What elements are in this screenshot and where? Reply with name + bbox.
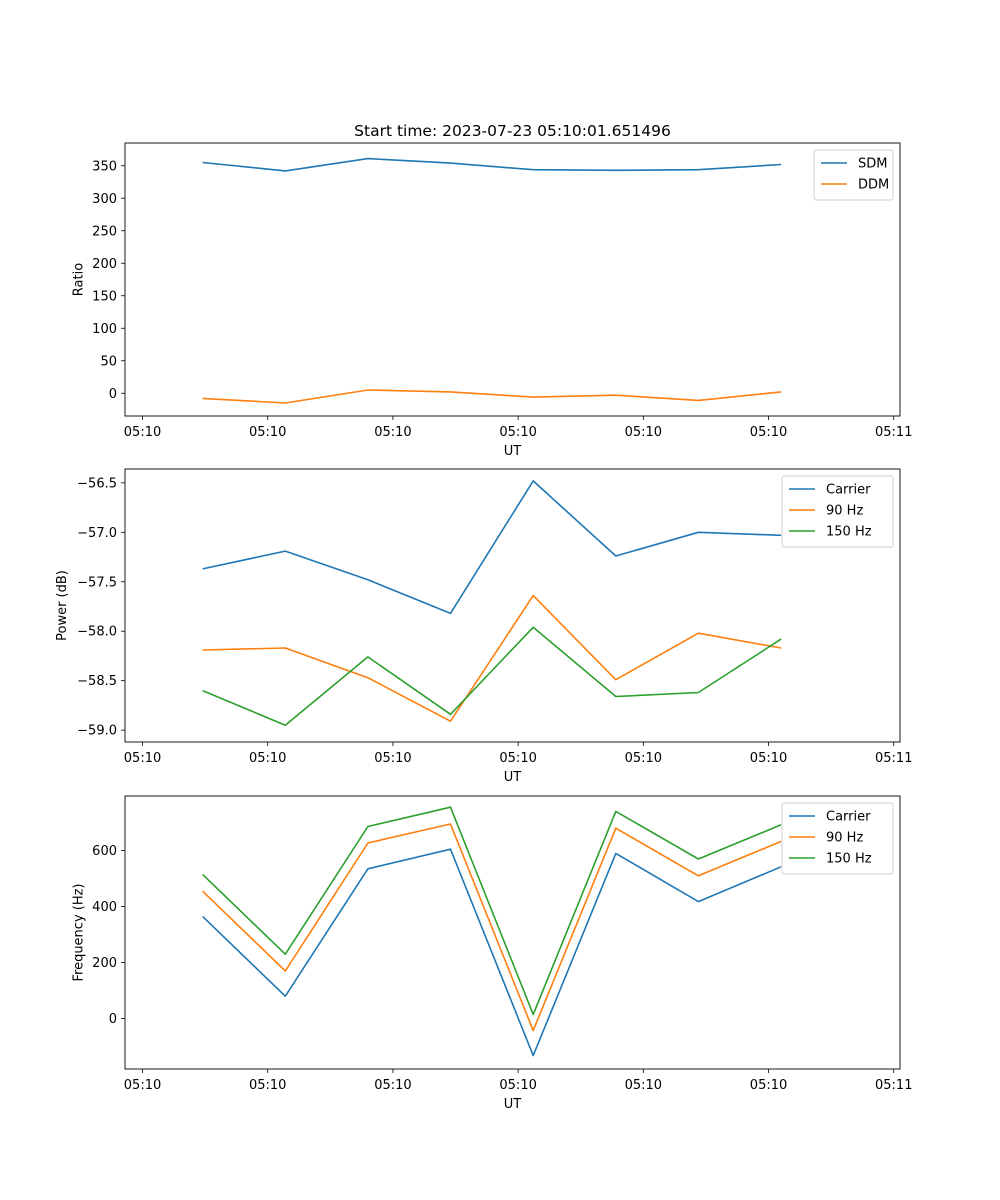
ratio-y-tick-label: 0	[109, 387, 117, 402]
ratio-y-tick-label: 200	[92, 257, 117, 272]
ratio-x-tick-label: 05:10	[374, 425, 411, 440]
power-series-90-hz-line	[202, 594, 782, 723]
power-x-axis-label: UT	[504, 770, 522, 785]
ratio-y-tick-label: 150	[92, 289, 117, 304]
frequency-x-tick-label: 05:10	[750, 1078, 787, 1093]
frequency-series-carrier-line	[202, 848, 782, 1057]
power-x-tick-label: 05:10	[499, 751, 536, 766]
power-series-carrier-line	[202, 480, 782, 615]
ratio-x-tick-label: 05:10	[750, 425, 787, 440]
frequency-y-tick-label: 400	[92, 900, 117, 915]
frequency-legend-label: 150 Hz	[826, 852, 872, 867]
frequency-y-tick-label: 200	[92, 956, 117, 971]
frequency-plot-area	[124, 795, 901, 1070]
ratio-x-tick-label: 05:10	[249, 425, 286, 440]
frequency-y-tick-label: 600	[92, 844, 117, 859]
ratio-x-axis-label: UT	[504, 444, 522, 459]
ratio-legend-label: DDM	[858, 178, 889, 193]
frequency-series-90-hz-line	[202, 823, 782, 1032]
frequency-legend-label: Carrier	[826, 810, 871, 825]
power-x-tick-label: 05:10	[124, 751, 161, 766]
frequency-y-axis-label: Frequency (Hz)	[71, 883, 86, 981]
ratio-plot-area	[124, 142, 901, 417]
power-y-tick-label: −56.5	[77, 476, 117, 491]
power-legend-label: Carrier	[826, 483, 871, 498]
ratio-legend: SDM DDM	[813, 149, 894, 201]
power-x-tick-label: 05:11	[875, 751, 912, 766]
ratio-y-tick-label: 350	[92, 159, 117, 174]
ratio-series-ddm-line	[202, 389, 782, 404]
power-x-tick-label: 05:10	[625, 751, 662, 766]
frequency-legend-box	[781, 802, 894, 875]
power-y-tick-label: −58.5	[77, 674, 117, 689]
ratio-y-tick-label: 50	[100, 354, 117, 369]
power-chart: 05:10 05:10 05:10 05:10 05:10 05:10 05:11 UT −59…	[55, 468, 912, 785]
power-y-tick-label: −58.0	[77, 625, 117, 640]
ratio-y-tick-label: 100	[92, 322, 117, 337]
frequency-series-150-hz-line	[202, 806, 782, 1016]
frequency-x-tick-label: 05:10	[124, 1078, 161, 1093]
power-legend-box	[781, 475, 894, 548]
power-x-tick-label: 05:10	[249, 751, 286, 766]
power-legend-label: 150 Hz	[826, 525, 872, 540]
power-y-tick-label: −59.0	[77, 724, 117, 739]
power-legend-label: 90 Hz	[826, 504, 863, 519]
power-x-tick-label: 05:10	[750, 751, 787, 766]
ratio-series-sdm-line	[202, 157, 782, 172]
ratio-x-tick-label: 05:11	[875, 425, 912, 440]
frequency-y-tick-label: 0	[109, 1012, 117, 1027]
frequency-x-tick-label: 05:11	[875, 1078, 912, 1093]
frequency-x-tick-label: 05:10	[374, 1078, 411, 1093]
frequency-legend-label: 90 Hz	[826, 831, 863, 846]
ratio-chart: Start time: 2023-07-23 05:10:01.65149605…	[71, 122, 912, 459]
ratio-x-tick-label: 05:10	[124, 425, 161, 440]
chart-title: Start time: 2023-07-23 05:10:01.651496	[354, 122, 671, 140]
power-y-tick-label: −57.5	[77, 575, 117, 590]
frequency-x-tick-label: 05:10	[625, 1078, 662, 1093]
frequency-x-tick-label: 05:10	[499, 1078, 536, 1093]
frequency-chart: 05:10 05:10 05:10 05:10 05:10 05:10 05:11 UT 0 20…	[71, 795, 912, 1112]
frequency-x-axis-label: UT	[504, 1097, 522, 1112]
ratio-y-tick-label: 250	[92, 224, 117, 239]
ratio-x-tick-label: 05:10	[625, 425, 662, 440]
power-y-tick-label: −57.0	[77, 526, 117, 541]
ratio-y-tick-label: 300	[92, 192, 117, 207]
frequency-x-tick-label: 05:10	[249, 1078, 286, 1093]
ratio-legend-label: SDM	[858, 157, 887, 172]
ratio-x-tick-label: 05:10	[499, 425, 536, 440]
frequency-legend: Carrier 90 Hz 150 Hz	[781, 802, 894, 875]
power-x-tick-label: 05:10	[374, 751, 411, 766]
power-y-axis-label: Power (dB)	[55, 570, 70, 641]
ratio-y-axis-label: Ratio	[71, 263, 86, 296]
power-series-150-hz-line	[202, 626, 782, 727]
power-legend: Carrier 90 Hz 150 Hz	[781, 475, 894, 548]
